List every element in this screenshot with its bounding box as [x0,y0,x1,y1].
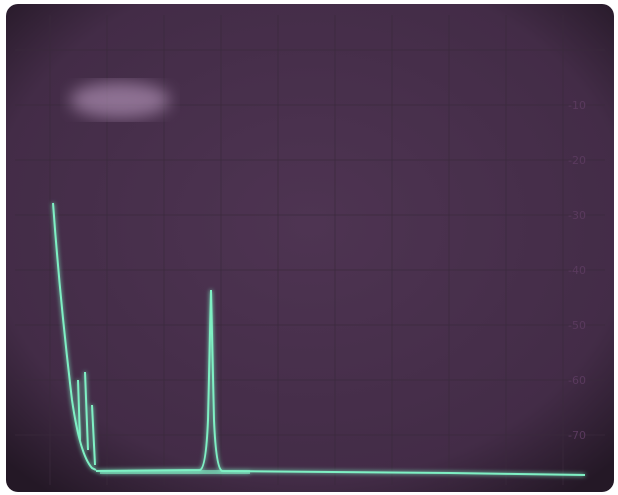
scale-label: -50 [568,319,586,332]
screen [6,4,614,492]
scale-label: -40 [568,264,586,277]
scale-labels: -10 -20 -30 -40 -50 -60 -70 [568,99,586,442]
scale-label: -60 [568,374,586,387]
trace-segment [95,289,586,476]
trace-segment [77,371,96,466]
glare [70,82,170,118]
trace-segment [52,202,97,471]
trace [52,202,586,476]
scale-label: -20 [568,154,586,167]
scale-label: -10 [568,99,586,112]
scale-label: -30 [568,209,586,222]
scale-label: -70 [568,429,586,442]
